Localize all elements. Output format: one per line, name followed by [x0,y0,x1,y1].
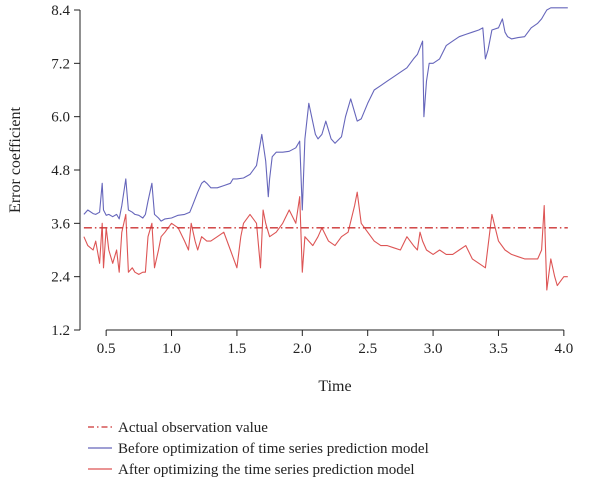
y-tick-label: 1.2 [51,323,70,339]
plot-area [83,7,568,291]
y-tick-label: 4.8 [51,163,70,179]
legend-entry-actual: Actual observation value [88,420,268,436]
legend-label-after: After optimizing the time series predict… [118,462,415,478]
axes [79,10,564,331]
x-axis-title: Time [318,378,351,395]
y-ticks: 1.2 2.4 3.6 4.8 6.0 7.2 8.4 [51,3,80,339]
x-tick-label: 2.5 [358,341,377,357]
y-tick-label: 6.0 [51,110,70,126]
series-line-before [83,7,568,222]
legend-entry-after: After optimizing the time series predict… [88,462,415,478]
series-line-after [83,191,568,291]
x-tick-label: 1.0 [162,341,181,357]
x-tick-label: 3.5 [489,341,508,357]
y-tick-label: 7.2 [51,56,70,72]
y-tick-label: 2.4 [51,270,70,286]
y-tick-label: 8.4 [51,3,70,19]
x-tick-label: 2.0 [293,341,312,357]
x-tick-label: 4.0 [554,341,573,357]
x-tick-label: 0.5 [97,341,116,357]
legend-label-before: Before optimization of time series predi… [118,441,429,457]
x-tick-label: 1.5 [228,341,247,357]
y-tick-label: 3.6 [51,216,70,232]
legend-entry-before: Before optimization of time series predi… [88,441,429,457]
legend-label-actual: Actual observation value [118,420,268,436]
y-axis-title: Error coefficient [7,107,24,213]
x-tick-label: 3.0 [424,341,443,357]
legend: Actual observation value Before optimiza… [88,420,429,478]
x-ticks: 0.5 1.0 1.5 2.0 2.5 3.0 3.5 4.0 [97,330,573,357]
